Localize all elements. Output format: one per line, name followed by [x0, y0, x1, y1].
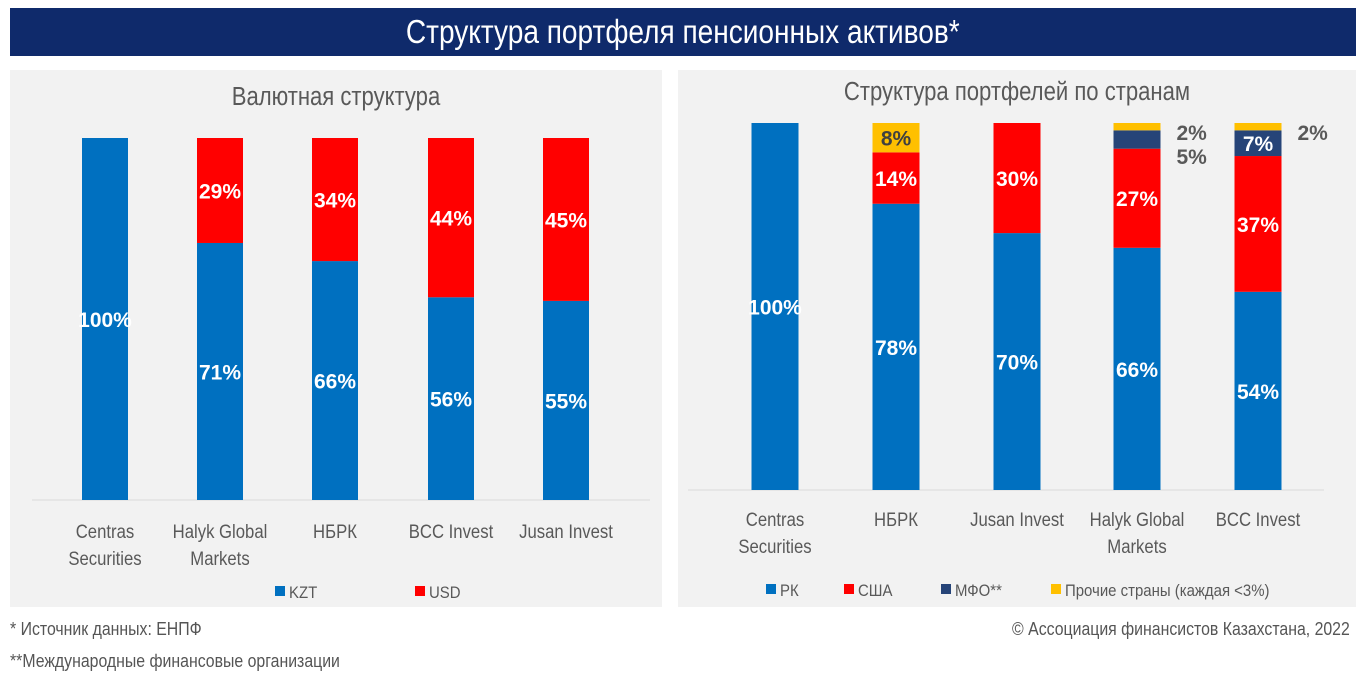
data-label: 30%	[996, 168, 1038, 191]
data-label-outside: 2%	[1298, 122, 1329, 145]
legend-swatch	[844, 584, 854, 594]
bar-segment-прочиестраныкаждая3	[1113, 123, 1161, 131]
legend-label: РК	[780, 582, 799, 600]
bar-segment-сша	[872, 152, 920, 204]
data-label: 37%	[1237, 214, 1279, 237]
data-label: 54%	[1237, 381, 1279, 404]
bar-segment-usd	[312, 138, 358, 262]
bar-segment-usd	[197, 138, 243, 243]
data-label: 27%	[1116, 188, 1158, 211]
category-label: Securities	[738, 536, 811, 557]
bar-segment-сша	[1113, 148, 1161, 248]
category-label: НБРК	[313, 521, 357, 542]
country-structure-chart: Структура портфелей по странам 100% Centra…	[688, 77, 1329, 600]
category-label: Securities	[68, 548, 141, 569]
data-label: 100%	[78, 309, 132, 332]
category-label: Jusan Invest	[519, 521, 613, 542]
bar-segment-рк	[751, 123, 799, 490]
bar-segment-рк	[872, 203, 920, 491]
bar-segment-kzt	[197, 242, 243, 501]
bar-segment-kzt	[428, 297, 474, 500]
page-title-banner: Структура портфеля пенсионных активов*	[10, 8, 1356, 56]
category-label: Halyk Global	[1090, 509, 1185, 530]
data-label: 66%	[314, 371, 356, 394]
country-structure-panel: Структура портфелей по странам 100% Centra…	[678, 70, 1356, 607]
category-label: Centras	[76, 521, 135, 542]
currency-structure-panel: Валютная структура 100% Centras Securities 7…	[10, 70, 662, 607]
bar-segment-рк	[1234, 291, 1282, 490]
data-label: 29%	[199, 180, 241, 203]
mfo-footnote: **Международные финансовые организации	[10, 651, 340, 671]
bar-segment-kzt	[312, 261, 358, 500]
bar-segment-рк	[1113, 247, 1161, 490]
data-label: 34%	[314, 190, 356, 213]
bar-segment-kzt	[543, 300, 589, 500]
legend-label: KZT	[289, 584, 317, 602]
data-label: 66%	[1116, 359, 1158, 382]
chart-title: Валютная структура	[232, 82, 441, 111]
bar-segment-рк	[993, 233, 1041, 490]
category-label: НБРК	[874, 509, 918, 530]
bar-segment-прочиестраныкаждая3	[872, 123, 920, 153]
category-label: Markets	[1107, 536, 1166, 557]
page-title: Структура портфеля пенсионных активов*	[406, 13, 960, 50]
category-label: Centras	[746, 509, 805, 530]
chart-title: Структура портфелей по странам	[844, 77, 1190, 106]
data-label-outside: 2%	[1177, 122, 1208, 145]
legend-label: США	[858, 582, 893, 600]
data-label: 44%	[430, 208, 472, 231]
bar-segment-usd	[543, 138, 589, 301]
category-label: BCC Invest	[1216, 509, 1300, 530]
legend-swatch	[941, 584, 951, 594]
category-label: Jusan Invest	[970, 509, 1064, 530]
data-label: 45%	[545, 209, 587, 232]
legend-swatch	[1051, 584, 1061, 594]
bar-segment-сша	[1234, 156, 1282, 292]
data-label: 7%	[1243, 133, 1274, 156]
category-label: Markets	[190, 548, 249, 569]
data-label-outside: 5%	[1177, 146, 1208, 169]
legend-swatch	[415, 586, 425, 596]
bar-segment-мфо	[1234, 130, 1282, 157]
category-label: BCC Invest	[409, 521, 493, 542]
bar-segment-kzt	[82, 138, 128, 500]
bar-segment-мфо	[1113, 130, 1161, 149]
data-label: 78%	[875, 337, 917, 360]
source-footnote: * Источник данных: ЕНПФ	[10, 619, 202, 639]
data-label: 70%	[996, 352, 1038, 375]
copyright: © Ассоциация финансистов Казахстана, 202…	[1012, 619, 1350, 639]
data-label: 14%	[875, 168, 917, 191]
bar-segment-прочиестраныкаждая3	[1234, 123, 1282, 131]
bar-segment-usd	[428, 138, 474, 298]
data-label: 56%	[430, 389, 472, 412]
legend-label: МФО**	[955, 582, 1002, 600]
legend-swatch	[275, 586, 285, 596]
data-label: 8%	[881, 128, 912, 151]
legend-label: Прочие страны (каждая <3%)	[1065, 582, 1270, 600]
bar-segment-сша	[993, 123, 1041, 234]
data-label: 71%	[199, 361, 241, 384]
category-label: Halyk Global	[173, 521, 268, 542]
data-label: 100%	[748, 297, 802, 320]
legend-label: USD	[429, 584, 461, 602]
currency-structure-chart: Валютная структура 100% Centras Securities 7…	[32, 82, 650, 602]
data-label: 55%	[545, 390, 587, 413]
legend-swatch	[766, 584, 776, 594]
